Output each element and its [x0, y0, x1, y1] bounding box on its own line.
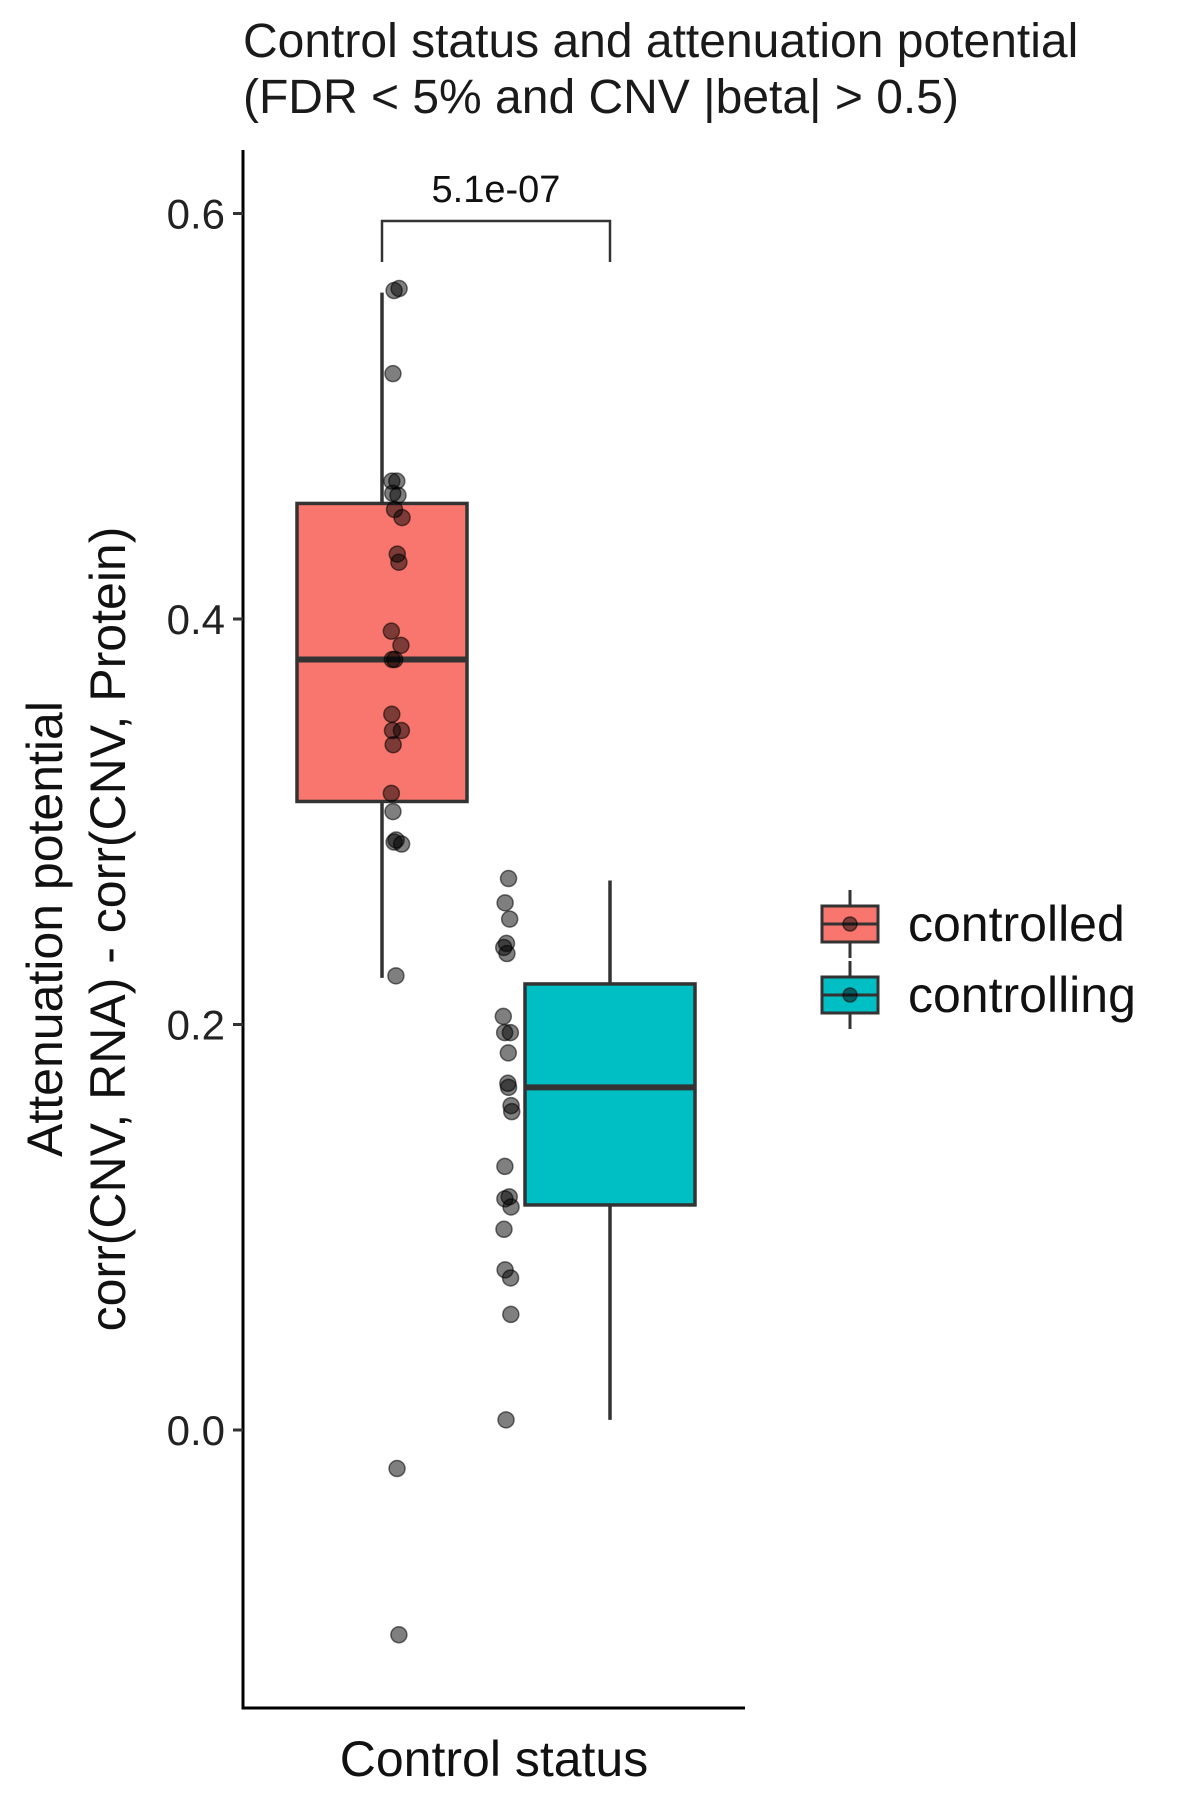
data-point-controlling: [502, 1198, 520, 1216]
data-point-controlling: [501, 1269, 520, 1287]
data-points: [382, 279, 521, 1644]
data-point-controlling: [502, 1305, 520, 1324]
data-point-controlling: [494, 1007, 513, 1026]
data-point-controlling: [499, 869, 518, 888]
data-point-controlled: [384, 735, 402, 754]
data-point-controlled: [383, 705, 401, 724]
data-point-controlling: [497, 1411, 515, 1429]
data-point-controlled: [386, 650, 404, 669]
legend-label-controlled: controlled: [908, 896, 1125, 952]
data-point-controlling: [500, 910, 519, 928]
y-axis-title: Attenuation potential corr(CNV, RNA) - co…: [17, 527, 136, 1332]
data-point-controlling: [501, 1023, 520, 1042]
legend: controlled controlling: [820, 890, 1136, 1029]
data-point-controlling: [499, 1044, 518, 1062]
box-controlling: [523, 982, 697, 1207]
data-point-controlled: [393, 508, 411, 527]
data-point-controlling: [496, 1157, 514, 1176]
data-point-controlling: [499, 1078, 518, 1097]
legend-key-point-controlled: [842, 916, 858, 932]
data-point-controlled: [389, 486, 407, 505]
data-point-controlled: [388, 1459, 406, 1478]
significance-bracket: 5.1e-07: [380, 169, 612, 262]
chart-title-line-1: Control status and attenuation potential: [243, 15, 1079, 68]
data-point-controlled: [390, 553, 408, 571]
x-axis-title: Control status: [340, 1731, 648, 1787]
data-point-controlled: [392, 721, 411, 740]
significance-bracket-line: [380, 219, 612, 262]
chart-title-line-2: (FDR < 5% and CNV |beta| > 0.5): [243, 71, 959, 124]
data-point-controlled: [387, 967, 405, 985]
data-point-controlling: [498, 944, 516, 963]
data-point-controlled: [384, 364, 402, 383]
y-axis-title-line-1: Attenuation potential: [17, 701, 73, 1157]
y-tick-label: 0.0: [167, 1407, 225, 1454]
legend-label-controlling: controlling: [908, 967, 1136, 1023]
y-tick-label: 0.6: [167, 191, 225, 238]
p-value-label: 5.1e-07: [432, 169, 561, 211]
boxes: [295, 292, 697, 1420]
data-point-controlled: [392, 835, 411, 853]
data-point-controlled: [384, 802, 402, 821]
y-axis-title-line-2: corr(CNV, RNA) - corr(CNV, Protein): [80, 527, 136, 1332]
data-point-controlling: [502, 1102, 521, 1121]
y-tick-label: 0.2: [167, 1002, 225, 1049]
data-point-controlled: [382, 622, 401, 640]
legend-key-point-controlling: [842, 987, 858, 1003]
axes: 0.0 0.2 0.4 0.6 Control status Attenuation po…: [17, 150, 745, 1787]
y-tick-label: 0.4: [167, 596, 225, 643]
data-point-controlled: [390, 1626, 408, 1644]
data-point-controlled: [382, 784, 401, 803]
data-point-controlled: [390, 279, 408, 298]
data-point-controlling: [496, 894, 514, 912]
box-controlled: [295, 501, 469, 804]
data-point-controlling: [495, 1220, 513, 1239]
